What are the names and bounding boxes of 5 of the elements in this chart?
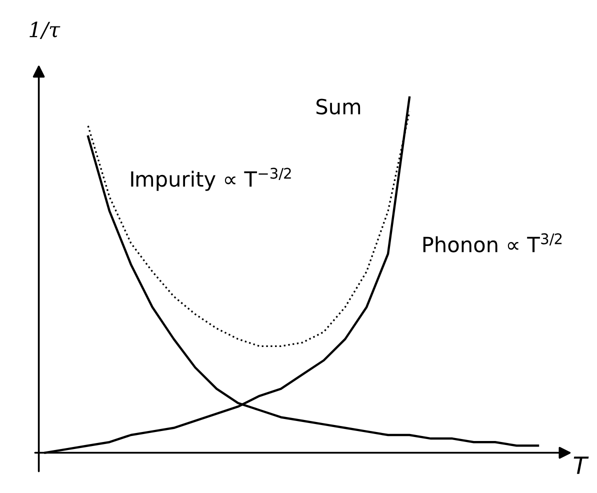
text: Sum bbox=[316, 98, 360, 115]
series-label: Impurity ∝ T$^{−3/2}$ bbox=[131, 168, 291, 191]
y-axis-title: 1/τ bbox=[30, 22, 60, 40]
series-label: Phonon ∝ T$^{3/2}$ bbox=[423, 233, 562, 252]
x-axis-title: T bbox=[574, 456, 589, 474]
